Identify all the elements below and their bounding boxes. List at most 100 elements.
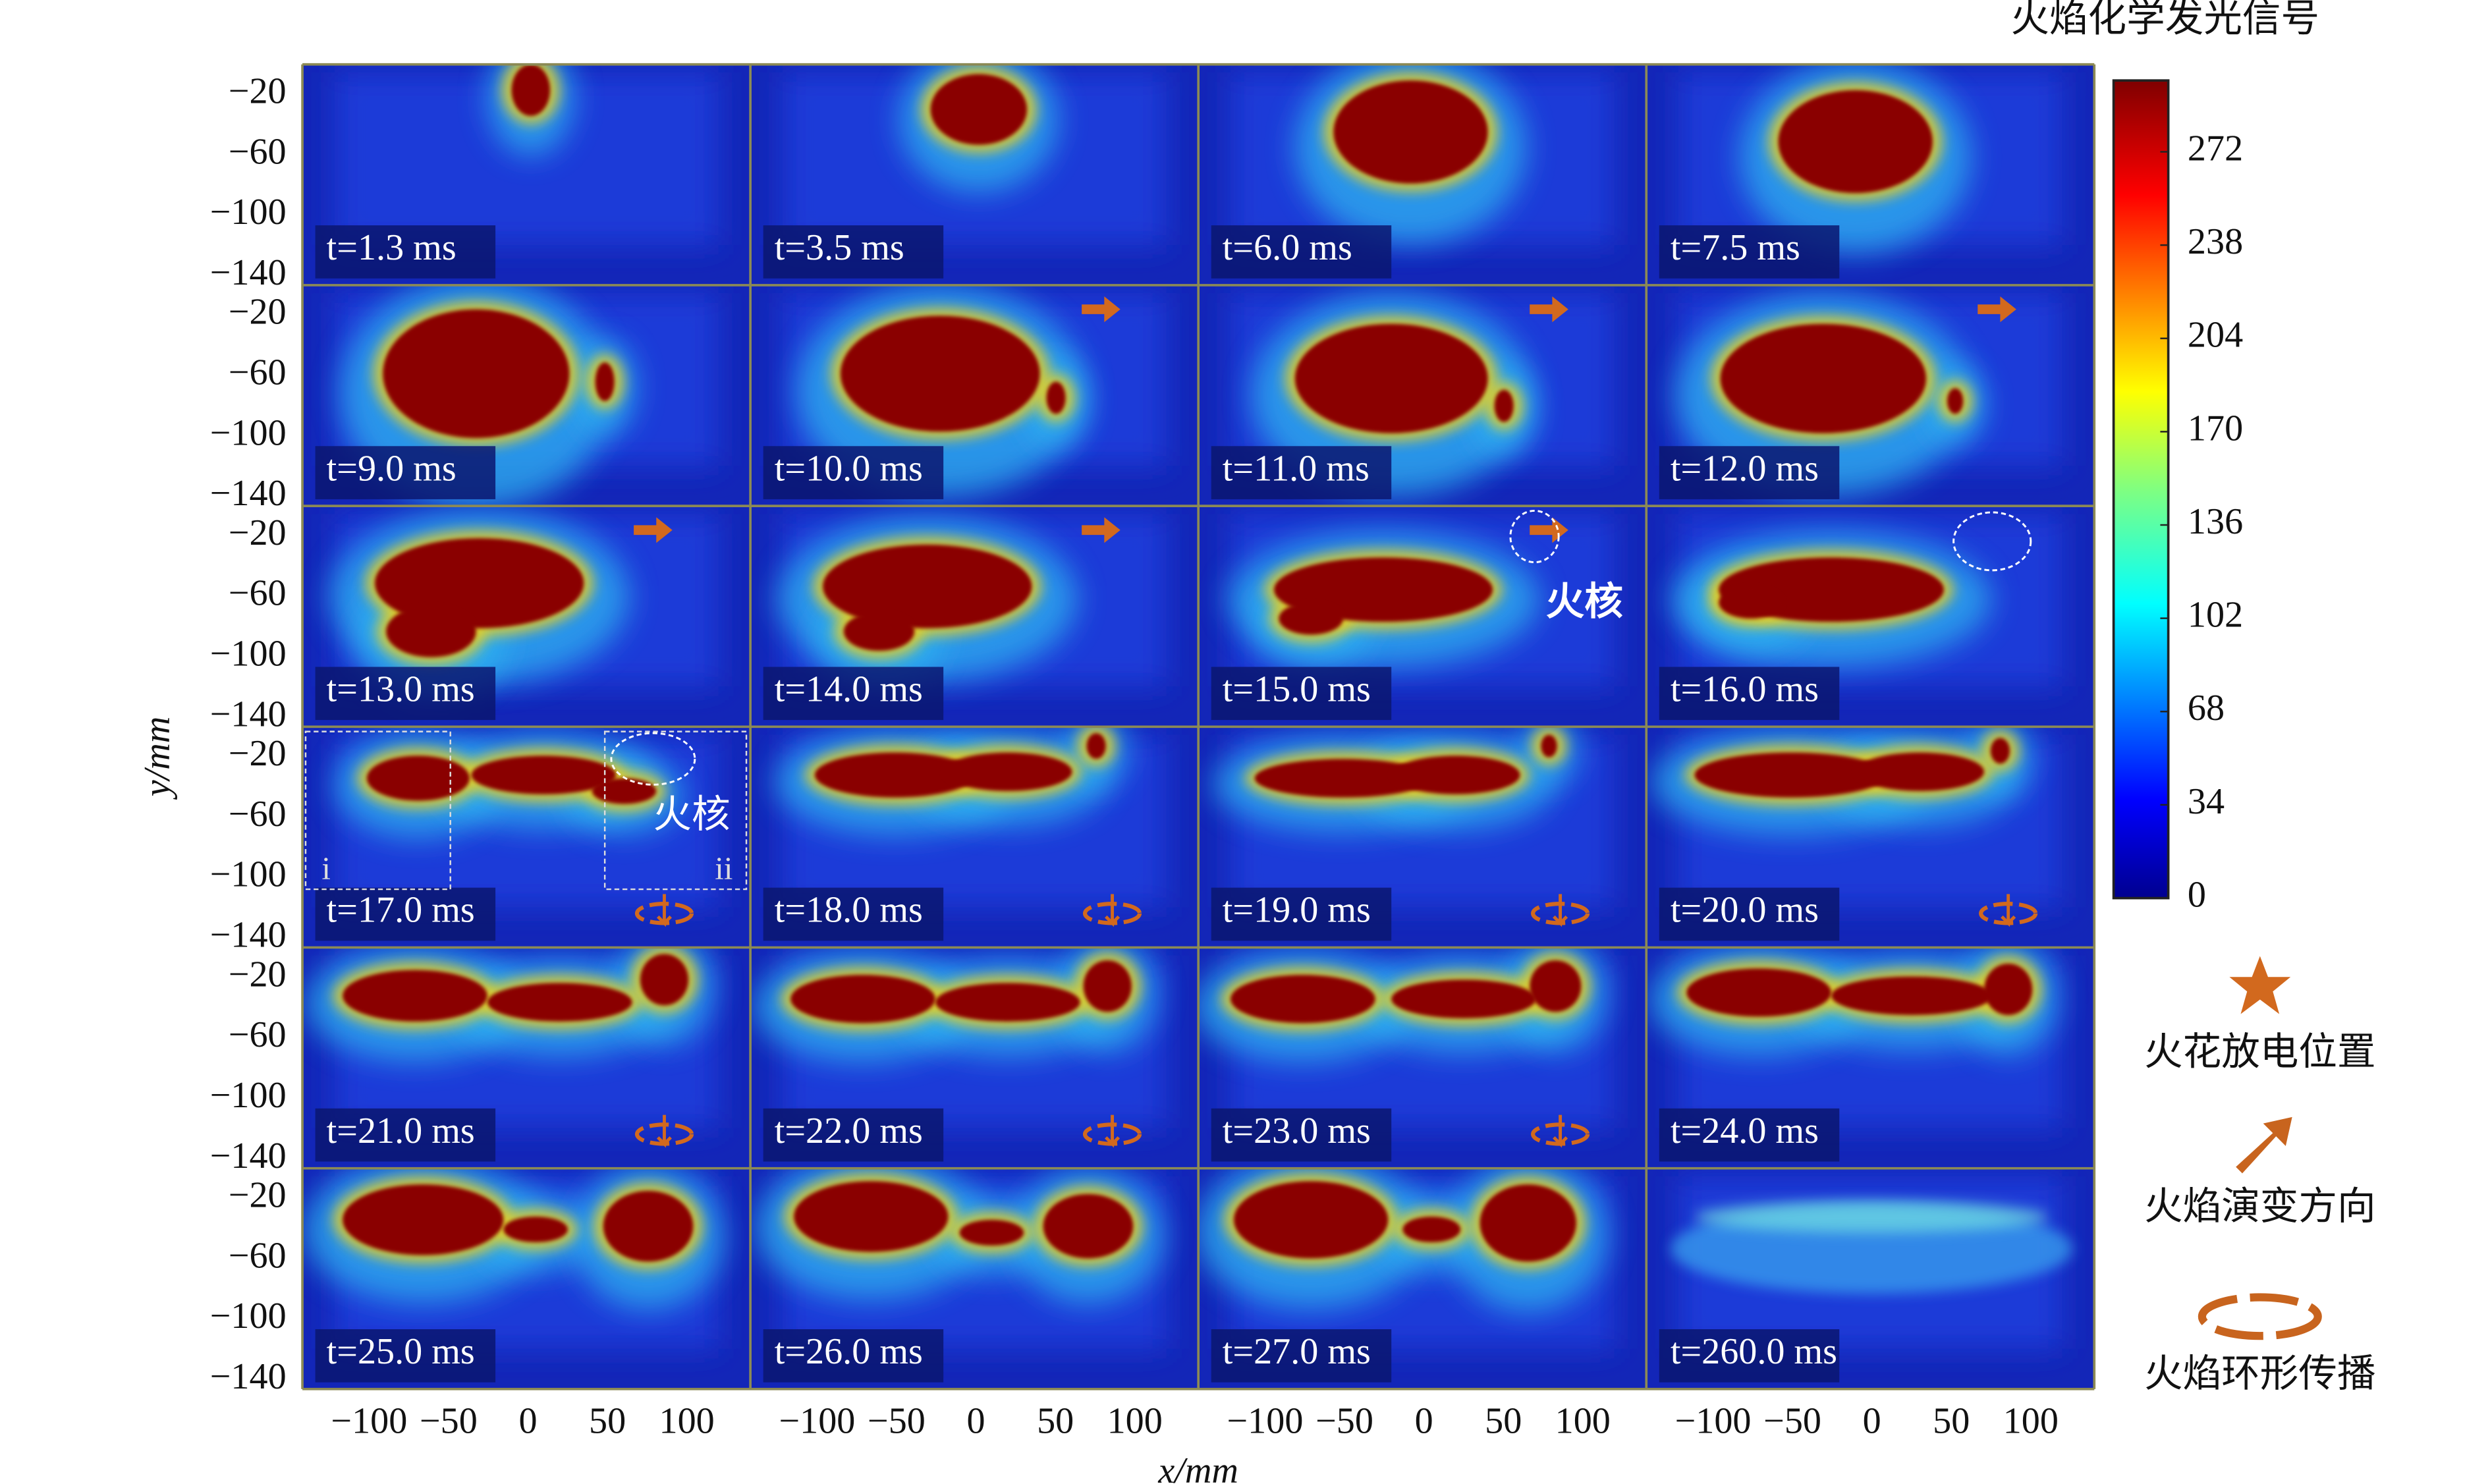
flame-panel: t=18.0 ms <box>750 727 1199 948</box>
time-label: t=21.0 ms <box>327 1111 475 1151</box>
x-tick-label: 50 <box>1933 1400 1970 1441</box>
flame-core <box>814 752 976 798</box>
flame-core <box>1233 1181 1389 1259</box>
legend-label: 火焰环形传播 <box>2144 1352 2376 1395</box>
flame-core <box>1083 960 1132 1012</box>
flame-core <box>1494 389 1514 422</box>
legend-label: 火焰演变方向 <box>2144 1185 2376 1228</box>
time-label-bg <box>763 1108 944 1162</box>
y-tick-label: −20 <box>229 292 287 333</box>
ring-arrow <box>2001 894 2016 927</box>
time-label: t=24.0 ms <box>1671 1111 1819 1151</box>
x-tick-label: −100 <box>331 1400 407 1441</box>
flame-core <box>343 1184 504 1255</box>
ring-arrow <box>1105 894 1120 927</box>
flame-core <box>1294 323 1488 433</box>
flame-core <box>1043 1194 1134 1259</box>
flame-core <box>1086 733 1106 759</box>
flame-panel: t=19.0 ms <box>1198 727 1647 948</box>
time-label-bg <box>763 667 944 721</box>
colorbar-tick-label: 238 <box>2188 221 2243 262</box>
x-tick-label: 100 <box>2003 1400 2059 1441</box>
time-label-bg <box>763 225 944 279</box>
y-tick-label: −140 <box>210 1136 287 1176</box>
flame-panel: t=23.0 ms <box>1198 947 1647 1168</box>
annotation: i <box>321 850 331 886</box>
flame-panel: t=16.0 ms <box>1646 506 2095 727</box>
flame-core <box>1231 975 1375 1024</box>
flame-core <box>1391 756 1520 794</box>
flame-panel: t=22.0 ms <box>750 947 1199 1168</box>
ring-arrow <box>1105 1114 1120 1148</box>
flame-core <box>1720 323 1927 433</box>
y-tick-label: −60 <box>229 1014 287 1055</box>
ring-arrow <box>1553 894 1568 927</box>
y-axis-label: y/mm <box>137 717 178 800</box>
flame-core <box>383 309 570 439</box>
ring-arrow <box>656 1114 672 1148</box>
flame-core <box>343 970 487 1022</box>
time-label-bg <box>763 1329 944 1383</box>
y-tick-label: −140 <box>210 915 287 956</box>
flame-panel: t=6.0 ms <box>1198 64 1647 285</box>
time-label: t=12.0 ms <box>1671 448 1819 489</box>
flame-core <box>943 752 1072 792</box>
flame-core <box>1719 586 1783 619</box>
x-tick-label: 0 <box>518 1400 537 1441</box>
colorbar-tick-label: 136 <box>2188 501 2243 542</box>
direction-arrow <box>1082 296 1120 323</box>
colorbar-tick-label: 170 <box>2188 408 2243 449</box>
time-label-bg <box>315 446 496 499</box>
flame-core <box>1046 381 1066 414</box>
flame-core <box>1279 602 1343 635</box>
flame-core <box>1990 738 2010 764</box>
time-label: t=15.0 ms <box>1223 669 1371 709</box>
time-label: t=10.0 ms <box>775 448 923 489</box>
x-tick-label: −100 <box>779 1400 855 1441</box>
colorbar-tick-label: 204 <box>2188 315 2243 356</box>
time-label-bg <box>1211 446 1392 499</box>
x-tick-label: 50 <box>1485 1400 1522 1441</box>
flame-panel: t=26.0 ms <box>750 1168 1199 1389</box>
flame-panel: t=14.0 ms <box>750 506 1199 727</box>
time-label-bg <box>1659 887 1840 941</box>
time-label-bg <box>1659 667 1840 721</box>
flame-core <box>374 537 584 628</box>
time-label-bg <box>315 887 496 941</box>
flame-core <box>640 954 689 1006</box>
flame-core <box>1686 968 1832 1017</box>
flame-core <box>1831 976 1993 1016</box>
region-box <box>304 730 451 891</box>
flame-halo <box>1694 1200 2049 1233</box>
flame-panel: t=10.0 ms <box>750 285 1199 507</box>
flame-panel: t=12.0 ms <box>1646 285 2095 507</box>
annotation: 火核 <box>1546 580 1623 623</box>
y-tick-label: −100 <box>210 1296 287 1336</box>
annotation: 火核 <box>653 793 730 836</box>
time-label-bg <box>763 887 944 941</box>
flame-core <box>790 975 935 1024</box>
time-label: t=13.0 ms <box>327 669 475 709</box>
flame-panel: t=13.0 ms <box>302 506 751 727</box>
time-label: t=22.0 ms <box>775 1111 923 1151</box>
time-label: t=260.0 ms <box>1671 1331 1837 1372</box>
flame-core <box>511 64 551 116</box>
colorbar-tick-label: 0 <box>2188 874 2206 915</box>
x-tick-label: 100 <box>1555 1400 1611 1441</box>
y-tick-label: −100 <box>210 1075 287 1116</box>
time-label: t=23.0 ms <box>1223 1111 1371 1151</box>
flame-panel: t=17.0 ms <box>302 727 751 948</box>
y-tick-label: −20 <box>229 512 287 553</box>
legend-label: 火花放电位置 <box>2144 1030 2376 1073</box>
legend-arrow <box>2236 1116 2292 1174</box>
flame-core <box>1530 960 1582 1012</box>
flame-core <box>935 983 1080 1022</box>
time-label: t=20.0 ms <box>1671 890 1819 931</box>
time-label-bg <box>315 225 496 279</box>
x-tick-label: 100 <box>1107 1400 1163 1441</box>
time-label-bg <box>1659 225 1840 279</box>
y-tick-label: −140 <box>210 473 287 514</box>
flame-panel: t=9.0 ms <box>302 285 751 507</box>
flame-panel: t=27.0 ms <box>1198 1168 1647 1389</box>
